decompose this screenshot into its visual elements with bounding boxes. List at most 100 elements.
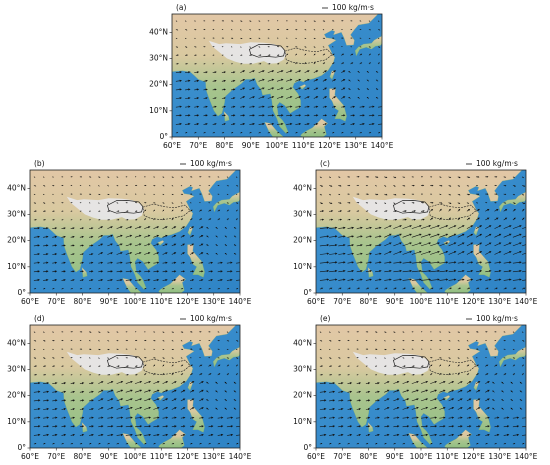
x-tick-label: 60°E	[21, 452, 39, 461]
wind-vectors	[33, 331, 240, 445]
y-tick-label: 20°N	[7, 391, 26, 400]
map-body	[172, 14, 382, 137]
land	[157, 240, 165, 246]
land	[499, 185, 526, 213]
map-body	[30, 170, 240, 293]
x-tick-label: 120°E	[318, 141, 341, 150]
y-tick-label: 40°N	[149, 27, 168, 36]
land	[187, 399, 205, 433]
y-tick-label: 20°N	[149, 80, 168, 89]
land	[122, 278, 142, 293]
land	[81, 266, 88, 278]
wind-vectors	[319, 176, 526, 290]
x-tick-label: 100°E	[410, 452, 433, 461]
plateau	[352, 196, 431, 220]
basin-outline	[106, 355, 144, 369]
x-tick-label: 70°E	[333, 297, 351, 306]
scale-label: 100 kg/m·s	[190, 314, 232, 323]
basin-outline	[142, 358, 191, 376]
land	[355, 29, 382, 57]
panel-label: (b)	[34, 159, 45, 168]
wind-vectors	[175, 20, 382, 134]
x-tick-label: 90°E	[386, 297, 404, 306]
x-tick-label: 80°E	[73, 452, 91, 461]
y-tick-label: 40°N	[7, 183, 26, 192]
basin-outline	[392, 355, 430, 369]
x-tick-label: 120°E	[462, 297, 485, 306]
scale-label: 100 kg/m·s	[190, 159, 232, 168]
map-panel: (e) 100 kg/m·s60°E 70°E 80°E 90°E 100°E 110°E 1…	[293, 314, 538, 461]
x-tick-label: 70°E	[47, 297, 65, 306]
panel-label: (a)	[176, 3, 187, 12]
y-tick-label: 0°	[303, 443, 312, 452]
plateau	[352, 351, 431, 375]
x-tick-label: 60°E	[21, 297, 39, 306]
land	[81, 421, 88, 433]
x-tick-label: 130°E	[344, 141, 367, 150]
wind-vectors	[319, 331, 526, 445]
x-tick-label: 70°E	[47, 452, 65, 461]
x-tick-label: 80°E	[215, 141, 233, 150]
x-tick-label: 130°E	[202, 452, 225, 461]
scale-label: 100 kg/m·s	[332, 3, 374, 12]
x-tick-label: 100°E	[266, 141, 289, 150]
scale-label: 100 kg/m·s	[476, 159, 518, 168]
x-tick-label: 110°E	[436, 297, 459, 306]
map-panel: (d) 100 kg/m·s60°E 70°E 80°E 90°E 100°E 110°E 1…	[7, 314, 252, 461]
land	[473, 244, 491, 278]
y-tick-label: 0°	[159, 132, 168, 141]
x-tick-label: 60°E	[307, 452, 325, 461]
land	[473, 399, 491, 433]
x-tick-label: 100°E	[410, 297, 433, 306]
x-tick-label: 130°E	[202, 297, 225, 306]
x-tick-label: 80°E	[359, 452, 377, 461]
map-panel: (b) 100 kg/m·s60°E 70°E 80°E 90°E 100°E 110°E 1…	[7, 159, 252, 306]
basin-outline	[392, 200, 430, 214]
x-tick-label: 70°E	[189, 141, 207, 150]
land	[213, 185, 240, 213]
x-tick-label: 100°E	[124, 297, 147, 306]
land	[264, 122, 284, 137]
y-tick-label: 30°N	[7, 209, 26, 218]
basin-outline	[428, 358, 477, 376]
x-tick-label: 100°E	[124, 452, 147, 461]
x-tick-label: 130°E	[488, 452, 511, 461]
x-tick-label: 70°E	[333, 452, 351, 461]
y-tick-label: 20°N	[293, 391, 312, 400]
land	[157, 395, 165, 401]
x-tick-label: 140°E	[229, 297, 252, 306]
y-tick-label: 40°N	[7, 338, 26, 347]
x-tick-label: 120°E	[462, 452, 485, 461]
y-tick-label: 0°	[303, 288, 312, 297]
y-tick-label: 30°N	[149, 53, 168, 62]
land	[223, 110, 230, 122]
x-tick-label: 140°E	[515, 452, 538, 461]
basin-outline	[428, 203, 477, 221]
y-tick-label: 10°N	[7, 417, 26, 426]
plateau	[208, 40, 287, 64]
land	[367, 421, 374, 433]
x-tick-label: 90°E	[100, 452, 118, 461]
x-tick-label: 140°E	[515, 297, 538, 306]
x-tick-label: 60°E	[163, 141, 181, 150]
basin-outline	[142, 203, 191, 221]
panel-label: (c)	[320, 159, 330, 168]
x-tick-label: 90°E	[242, 141, 260, 150]
land	[499, 340, 526, 368]
y-tick-label: 40°N	[293, 338, 312, 347]
land	[408, 278, 428, 293]
basin-outline	[284, 47, 333, 65]
map-body	[316, 325, 526, 448]
y-tick-label: 10°N	[7, 262, 26, 271]
x-tick-label: 110°E	[292, 141, 315, 150]
x-tick-label: 80°E	[73, 297, 91, 306]
x-tick-label: 90°E	[386, 452, 404, 461]
x-tick-label: 60°E	[307, 297, 325, 306]
x-tick-label: 130°E	[488, 297, 511, 306]
land	[443, 395, 451, 401]
x-tick-label: 80°E	[359, 297, 377, 306]
x-tick-label: 140°E	[371, 141, 394, 150]
panel-label: (d)	[34, 314, 45, 323]
y-tick-label: 20°N	[293, 236, 312, 245]
